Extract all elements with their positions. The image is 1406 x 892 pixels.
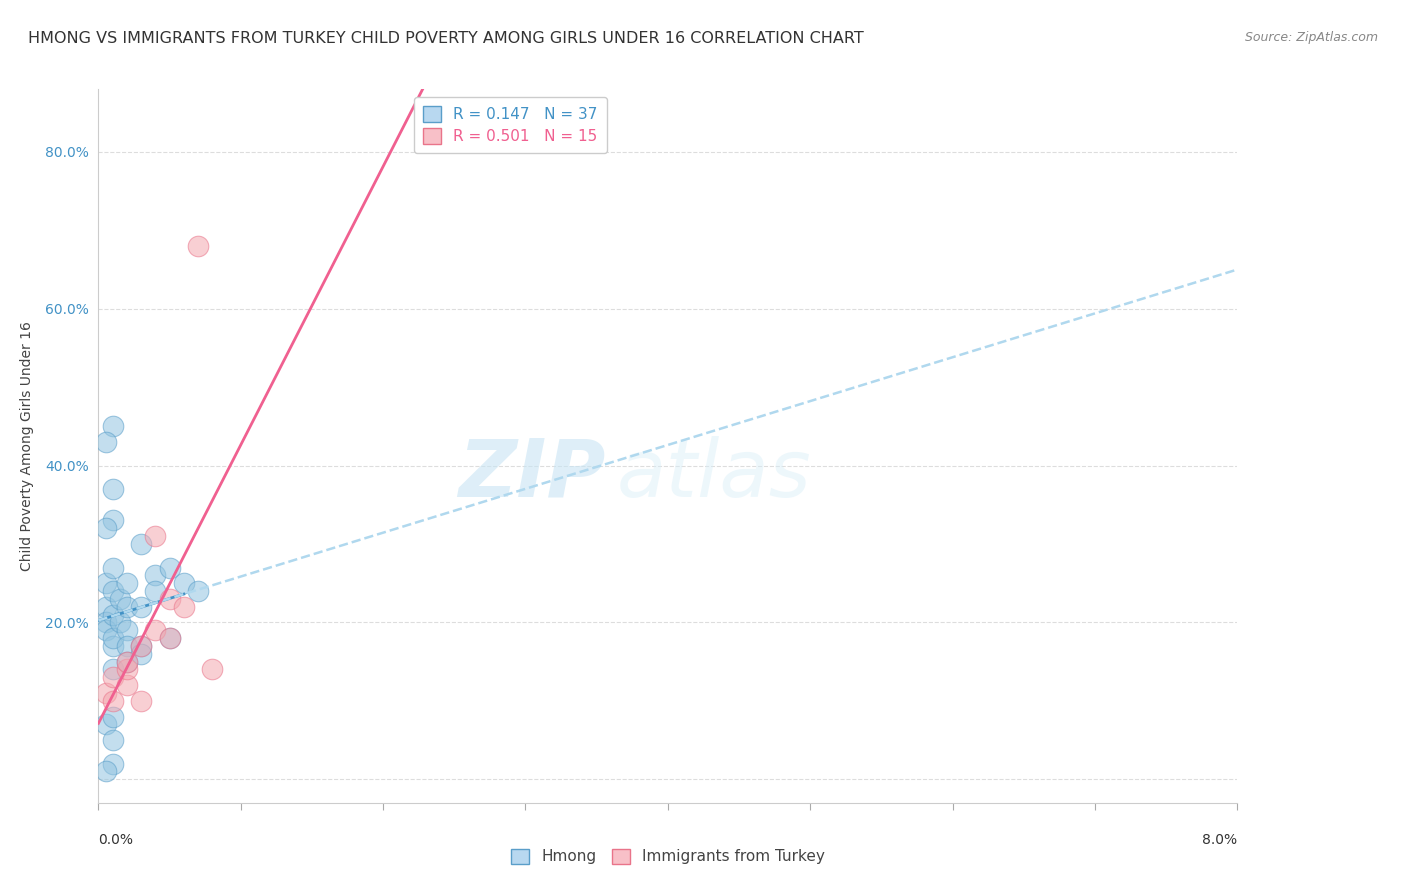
Point xyxy=(94,764,117,779)
Point xyxy=(145,584,167,599)
Point xyxy=(108,615,131,630)
Text: Source: ZipAtlas.com: Source: ZipAtlas.com xyxy=(1244,31,1378,45)
Point xyxy=(101,607,124,622)
Point xyxy=(94,576,117,591)
Point xyxy=(129,639,152,653)
Point xyxy=(94,615,117,630)
Point xyxy=(173,599,195,614)
Point xyxy=(115,576,138,591)
Point xyxy=(101,694,124,708)
Text: HMONG VS IMMIGRANTS FROM TURKEY CHILD POVERTY AMONG GIRLS UNDER 16 CORRELATION C: HMONG VS IMMIGRANTS FROM TURKEY CHILD PO… xyxy=(28,31,863,46)
Point xyxy=(101,733,124,747)
Point xyxy=(115,678,138,692)
Point xyxy=(187,239,209,253)
Point xyxy=(173,576,195,591)
Text: ZIP: ZIP xyxy=(458,435,605,514)
Point xyxy=(115,655,138,669)
Point xyxy=(101,670,124,684)
Point xyxy=(94,717,117,731)
Point xyxy=(101,756,124,771)
Point xyxy=(201,663,224,677)
Text: 8.0%: 8.0% xyxy=(1202,833,1237,847)
Point xyxy=(159,560,181,574)
Point xyxy=(101,584,124,599)
Point xyxy=(129,639,152,653)
Point xyxy=(101,663,124,677)
Point xyxy=(115,624,138,638)
Point xyxy=(115,663,138,677)
Point xyxy=(101,631,124,645)
Point xyxy=(159,631,181,645)
Point xyxy=(145,568,167,582)
Point xyxy=(101,639,124,653)
Y-axis label: Child Poverty Among Girls Under 16: Child Poverty Among Girls Under 16 xyxy=(20,321,34,571)
Point xyxy=(101,560,124,574)
Point xyxy=(115,655,138,669)
Point xyxy=(159,591,181,606)
Point xyxy=(101,419,124,434)
Point xyxy=(145,529,167,543)
Point xyxy=(101,482,124,496)
Point xyxy=(129,694,152,708)
Point xyxy=(129,599,152,614)
Text: atlas: atlas xyxy=(617,435,811,514)
Point xyxy=(187,584,209,599)
Point xyxy=(129,647,152,661)
Point xyxy=(145,624,167,638)
Legend: Hmong, Immigrants from Turkey: Hmong, Immigrants from Turkey xyxy=(502,839,834,873)
Point xyxy=(101,514,124,528)
Text: 0.0%: 0.0% xyxy=(98,833,134,847)
Point xyxy=(129,537,152,551)
Point xyxy=(94,435,117,450)
Point xyxy=(115,639,138,653)
Point xyxy=(108,591,131,606)
Point xyxy=(94,624,117,638)
Point xyxy=(94,686,117,700)
Point xyxy=(159,631,181,645)
Point xyxy=(115,599,138,614)
Point xyxy=(94,599,117,614)
Point xyxy=(101,709,124,723)
Point xyxy=(94,521,117,535)
